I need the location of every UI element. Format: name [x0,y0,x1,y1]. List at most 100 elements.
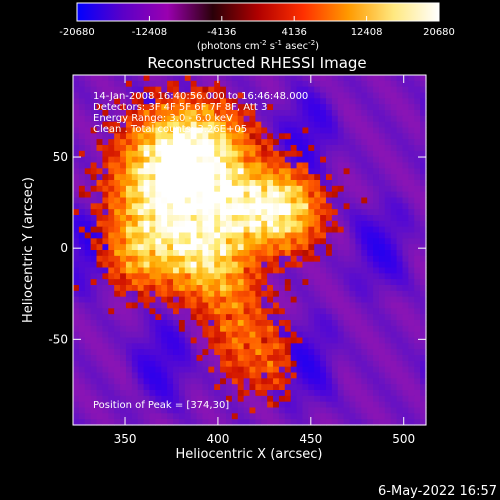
heatmap-cell [155,110,162,117]
heatmap-cell [308,407,315,414]
heatmap-cell [284,98,292,105]
heatmap-cell [202,121,209,129]
heatmap-cell [108,115,115,123]
heatmap-cell [390,273,398,280]
heatmap-cell [220,215,227,222]
heatmap-cell [355,419,362,426]
heatmap-cell [255,320,262,327]
heatmap-cell [155,366,162,374]
heatmap-cell [367,273,374,280]
heatmap-cell [320,285,327,292]
heatmap-cell [102,302,109,309]
heatmap-cell [378,174,386,181]
heatmap-cell [96,162,104,169]
heatmap-cell [343,331,351,339]
heatmap-cell [149,162,156,169]
heatmap-cell [325,384,333,391]
heatmap-cell [273,215,280,222]
heatmap-cell [214,302,221,309]
heatmap-cell [355,349,362,356]
heatmap-cell [355,360,362,368]
heatmap-cell [296,226,304,234]
heatmap-cell [90,413,98,420]
heatmap-cell [414,372,421,379]
heatmap-cell [231,75,239,82]
heatmap-cell [178,156,186,164]
heatmap-cell [396,384,404,391]
heatmap-cell [243,250,251,257]
heatmap-cell [114,255,121,263]
heatmap-cell [320,407,327,414]
heatmap-cell [225,145,233,152]
heatmap-cell [155,86,162,94]
heatmap-cell [102,384,109,391]
heatmap-cell [261,331,268,339]
heatmap-cell [237,75,245,82]
heatmap-cell [131,232,139,239]
heatmap-cell [178,296,186,304]
heatmap-cell [273,121,280,129]
heatmap-cell [202,127,209,134]
heatmap-cell [331,250,339,257]
heatmap-cell [355,110,362,117]
heatmap-cell [390,180,398,187]
heatmap-cell [408,290,415,298]
heatmap-cell [137,325,145,333]
heatmap-cell [308,180,315,187]
heatmap-cell [396,267,404,274]
heatmap-cell [90,273,98,280]
heatmap-cell [337,80,345,88]
heatmap-cell [73,302,80,309]
heatmap-cell [143,110,151,117]
heatmap-cell [261,127,268,134]
heatmap-cell [378,110,386,117]
heatmap-cell [320,320,327,327]
heatmap-cell [337,419,345,426]
heatmap-cell [131,279,139,286]
heatmap-cell [278,349,286,356]
heatmap-cell [125,384,133,391]
heatmap-cell [278,296,286,304]
heatmap-cell [420,185,427,193]
heatmap-cell [73,419,80,426]
heatmap-cell [408,92,415,99]
heatmap-cell [173,285,180,292]
heatmap-cell [249,244,256,251]
heatmap-cell [220,337,227,344]
heatmap-cell [214,215,221,222]
heatmap-cell [308,419,315,426]
heatmap-cell [155,185,162,193]
heatmap-cell [155,209,162,216]
heatmap-cell [373,197,380,204]
heatmap-cell [78,407,86,414]
heatmap-cell [237,296,245,304]
heatmap-cell [120,156,127,164]
heatmap-cell [314,209,321,216]
heatmap-cell [331,302,339,309]
heatmap-cell [137,337,145,344]
heatmap-cell [349,185,356,193]
heatmap-cell [325,226,333,234]
heatmap-cell [78,215,86,222]
heatmap-cell [125,232,133,239]
heatmap-cell [96,419,104,426]
heatmap-cell [196,296,204,304]
heatmap-cell [84,203,92,210]
heatmap-cell [108,145,115,152]
heatmap-cell [325,401,333,409]
heatmap-cell [161,261,168,269]
heatmap-cell [249,250,256,257]
heatmap-cell [325,174,333,181]
heatmap-cell [78,395,86,403]
heatmap-cell [173,314,180,321]
heatmap-cell [108,296,115,304]
heatmap-cell [120,413,127,420]
heatmap-cell [296,168,304,175]
heatmap-cell [155,250,162,257]
heatmap-cell [302,127,309,134]
heatmap-cell [249,203,256,210]
heatmap-cell [414,80,421,88]
heatmap-cell [231,215,239,222]
heatmap-cell [231,180,239,187]
heatmap-cell [167,325,174,333]
